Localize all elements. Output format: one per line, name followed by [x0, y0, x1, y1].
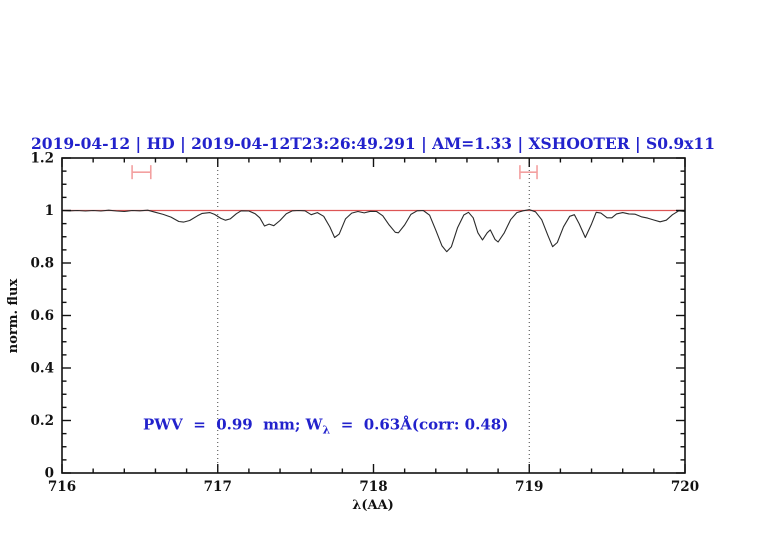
pwv-annotation-suffix: = 0.63Å(corr: 0.48) — [330, 415, 508, 433]
y-tick-label: 0 — [45, 466, 54, 482]
y-tick-label: 1.2 — [31, 151, 55, 167]
x-tick-label: 718 — [359, 479, 387, 495]
x-tick-labels: 716 717 718 719 720 — [48, 479, 699, 495]
pwv-range-markers — [131, 165, 538, 180]
axes-box-and-ticks — [61, 157, 686, 474]
spectrum-line — [61, 209, 686, 253]
plot-title: 2019-04-12 | HD | 2019-04-12T23:26:49.29… — [31, 134, 715, 153]
y-axis-label: norm. flux — [6, 279, 21, 354]
x-axis-label: λ(AA) — [352, 498, 394, 513]
y-tick-label: 0.6 — [31, 308, 55, 324]
x-tick-label: 719 — [515, 479, 543, 495]
x-tick-label: 717 — [204, 479, 232, 495]
x-tick-label: 720 — [671, 479, 699, 495]
y-tick-label: 0.4 — [31, 361, 55, 377]
y-tick-label: 1 — [45, 203, 54, 219]
pwv-annotation-prefix: PWV = 0.99 mm; W — [143, 415, 324, 433]
spectrum-polyline — [61, 209, 686, 253]
range-marker — [131, 165, 152, 180]
y-tick-label: 0.2 — [31, 413, 55, 429]
pwv-annotation: PWV = 0.99 mm; Wλ = 0.63Å(corr: 0.48) — [143, 415, 508, 436]
x-tick-label: 716 — [48, 479, 76, 495]
y-tick-label: 0.8 — [31, 256, 55, 272]
pwv-annotation-subscript: λ — [323, 423, 331, 436]
y-tick-labels: 0 0.2 0.4 0.6 0.8 1 1.2 — [31, 151, 55, 482]
range-marker — [519, 165, 538, 180]
